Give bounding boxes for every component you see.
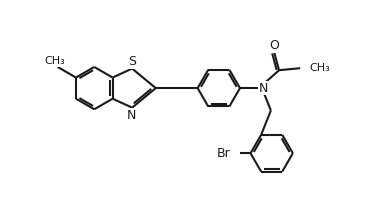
Text: N: N xyxy=(127,109,136,122)
Text: CH₃: CH₃ xyxy=(44,56,65,66)
Text: Br: Br xyxy=(216,147,230,160)
Text: O: O xyxy=(269,39,279,52)
Text: S: S xyxy=(128,55,136,68)
Text: CH₃: CH₃ xyxy=(309,63,330,73)
Text: N: N xyxy=(259,82,268,95)
